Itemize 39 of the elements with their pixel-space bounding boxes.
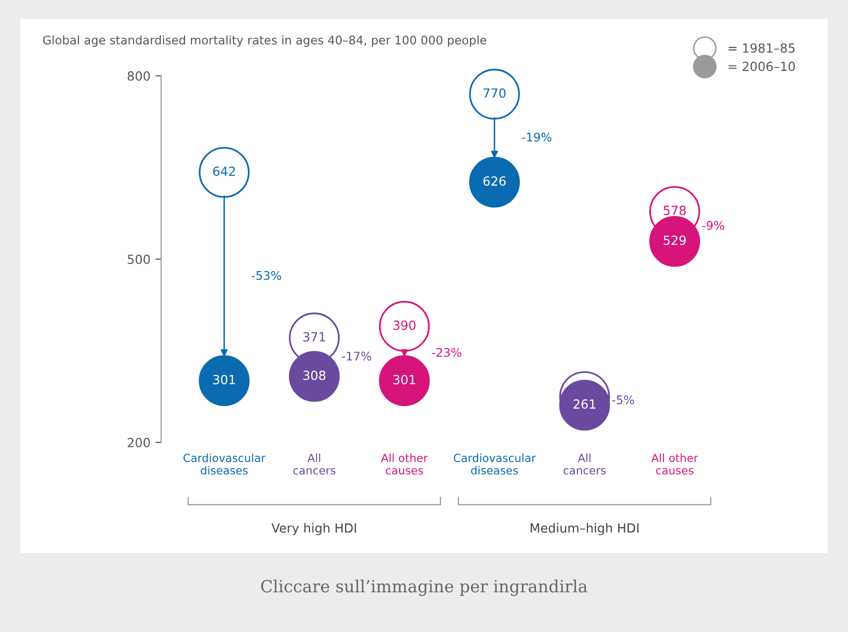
y-tick-label: 500	[128, 254, 150, 264]
data-label: 578	[664, 206, 686, 216]
annotation: -17%	[342, 352, 372, 361]
data-label: 642	[213, 166, 235, 176]
data-label: 308	[303, 370, 326, 380]
data-label: 529	[664, 236, 686, 246]
text: Cliccare sull’immagine per ingrandirla	[261, 580, 588, 596]
data-label: 301	[393, 374, 416, 384]
text: = 2006–10	[728, 62, 795, 72]
x-tick-label: All cancers	[564, 454, 606, 475]
x-tick-label: All other causes	[381, 454, 428, 475]
annotation: -23%	[432, 348, 462, 357]
annotation: -19%	[522, 132, 552, 142]
data-label: 770	[484, 88, 506, 98]
data-label: 371	[303, 332, 326, 342]
annotation: -5%	[612, 395, 634, 404]
text: = 1981–85	[728, 43, 795, 53]
x-tick-label: All other causes	[651, 454, 698, 475]
point	[198, 355, 250, 406]
x-tick-label: Cardiovascular diseases	[454, 454, 536, 475]
text: Medium–high HDI	[530, 523, 638, 536]
point	[469, 156, 520, 208]
y-tick-label: 800	[128, 71, 150, 81]
annotation: -9%	[702, 220, 724, 230]
point	[379, 355, 430, 406]
chart-title: Global age standardised mortality rates in ages 40–84, per 100 000 people	[43, 35, 486, 47]
point	[198, 146, 250, 198]
data-label: 261	[574, 399, 596, 409]
annotation: -53%	[252, 271, 282, 280]
point	[469, 68, 520, 120]
x-tick-label: All cancers	[293, 454, 336, 475]
y-tick-label: 200	[128, 438, 150, 448]
data-label: 390	[393, 320, 416, 330]
text: Very high HDI	[272, 523, 356, 536]
data-label: 626	[483, 176, 506, 186]
data-label: 301	[213, 374, 235, 384]
x-tick-label: Cardiovascular diseases	[183, 454, 266, 475]
point	[649, 216, 700, 267]
point	[559, 380, 610, 431]
